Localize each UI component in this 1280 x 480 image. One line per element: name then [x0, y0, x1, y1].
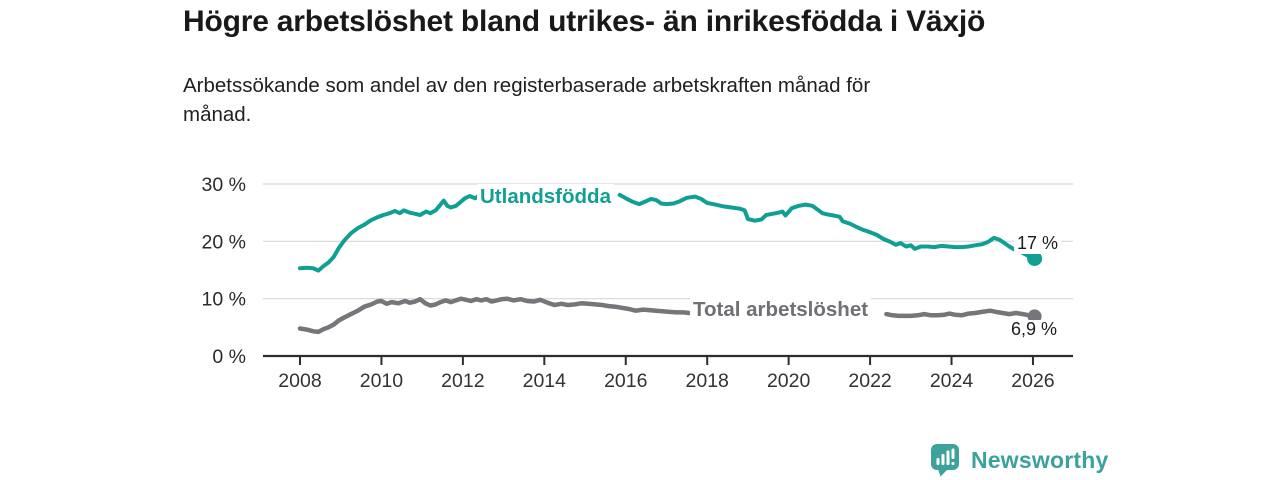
x-tick-label: 2010 — [360, 370, 404, 392]
x-tick-label: 2020 — [767, 370, 811, 392]
series-line — [298, 192, 484, 273]
series-end-dot — [1027, 309, 1042, 324]
chart-subtitle: Arbetssökande som andel av den registerb… — [183, 71, 870, 129]
subtitle-line-2: månad. — [183, 103, 252, 126]
series-line — [617, 192, 1037, 261]
y-tick-label: 30 % — [202, 174, 246, 196]
x-tick-label: 2022 — [848, 370, 891, 392]
y-tick-label: 10 % — [202, 289, 246, 311]
series-line — [884, 308, 1037, 319]
end-value-label-utlandsfodda: 17 % — [1014, 233, 1062, 254]
series-line — [297, 296, 692, 335]
y-tick-label: 20 % — [202, 231, 246, 253]
x-tick-label: 2018 — [686, 370, 729, 392]
x-tick-label: 2008 — [278, 370, 321, 392]
brand-name: Newsworthy — [971, 446, 1109, 473]
series-end-dot — [1027, 251, 1043, 266]
subtitle-line-1: Arbetssökande som andel av den registerb… — [183, 74, 871, 97]
bar-chart-speech-bubble-icon — [931, 444, 959, 477]
x-tick-label: 2012 — [441, 370, 484, 392]
y-tick-label: 0 % — [212, 346, 246, 368]
x-tick-label: 2024 — [930, 370, 974, 392]
end-value-label-total: 6,9 % — [1008, 319, 1061, 340]
x-tick-label: 2026 — [1011, 370, 1054, 392]
newsworthy-logo[interactable]: Newsworthy — [930, 443, 1108, 477]
series-label-total-arbetsloshet: Total arbetslöshet — [690, 297, 872, 323]
x-tick-label: 2014 — [523, 370, 567, 392]
page-title: Högre arbetslöshet bland utrikes- än inr… — [183, 5, 986, 38]
x-tick-label: 2016 — [604, 370, 647, 392]
series-label-utlandsfodda: Utlandsfödda — [477, 184, 614, 210]
